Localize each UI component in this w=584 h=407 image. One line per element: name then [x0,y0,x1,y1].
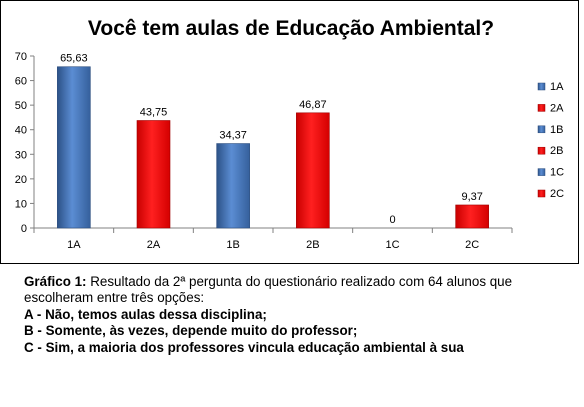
caption-option-c-letter: C - [24,339,46,355]
x-tick-label-1B: 1B [226,239,239,251]
legend-swatch-1C [537,168,546,176]
caption-option-a-text: Não, temos aulas dessa disciplina; [45,306,267,322]
legend-label-2C: 2C [550,188,564,200]
caption-text: Resultado da 2ª pergunta do questionário… [24,274,513,306]
bar-2C [455,204,489,229]
caption-option-a: A - Não, temos aulas dessa disciplina; [24,307,572,323]
caption-option-c-text: Sim, a maioria dos professores vincula e… [45,339,464,355]
caption-option-c: C - Sim, a maioria dos professores vincu… [24,340,572,356]
value-label-1C: 0 [389,214,395,226]
caption-option-b-letter: B - [24,323,46,339]
bar-1A [57,66,91,229]
legend-label-1A: 1A [550,81,564,93]
caption-option-b: B - Somente, às vezes, depende muito do … [24,323,572,339]
legend-label-1B: 1B [550,124,563,136]
legend-swatch-2C [537,189,546,198]
value-label-1A: 65,63 [60,53,88,65]
y-tick-label: 0 [21,223,27,235]
x-tick-label-1A: 1A [67,239,81,251]
chart-x-labels: 1A 2A 1B 2B 1C 2C [67,239,479,251]
y-tick-label: 40 [15,125,27,137]
chart-value-labels: 65,63 43,75 34,37 46,87 0 9,37 [60,53,483,226]
chart-bars [57,66,489,229]
caption-option-b-text: Somente, às vezes, depende muito do prof… [45,323,358,339]
bar-2A [136,120,171,229]
value-label-2A: 43,75 [140,107,168,119]
chart-title: Você tem aulas de Educação Ambiental? [88,17,494,40]
value-label-2C: 9,37 [461,191,482,203]
x-tick-label-2A: 2A [147,239,161,251]
y-tick-label: 70 [15,51,27,63]
legend-swatch-1B [537,125,546,134]
y-tick-label: 10 [15,198,27,210]
bar-2B [296,112,330,229]
value-label-2B: 46,87 [299,99,327,111]
legend-swatch-1A [537,82,546,91]
chart-frame: Você tem aulas de Educação Ambiental? 0 1… [0,0,579,264]
x-tick-label-2C: 2C [465,239,479,251]
x-tick-label-2B: 2B [306,239,319,251]
y-tick-label: 50 [15,100,27,112]
caption-option-a-letter: A - [24,306,46,322]
x-tick-label-1C: 1C [385,239,399,251]
value-label-1B: 34,37 [219,130,247,142]
caption-label: Gráfico 1: [24,274,87,289]
bar-1B [216,143,250,229]
chart-axes: 0 10 20 30 40 50 60 70 [15,51,513,235]
legend-label-2B: 2B [550,145,563,157]
caption-intro: Gráfico 1: Resultado da 2ª pergunta do q… [24,274,572,307]
legend-label-1C: 1C [550,167,564,179]
y-tick-label: 30 [15,149,27,161]
legend-swatch-2B [537,146,546,155]
y-tick-label: 60 [15,76,27,88]
chart-legend: 1A 2A 1B 2B 1C 2C [537,81,564,200]
bar-chart: Você tem aulas de Educação Ambiental? 0 1… [15,17,564,251]
legend-label-2A: 2A [550,102,564,114]
legend-swatch-2A [537,104,546,112]
chart-caption: Gráfico 1: Resultado da 2ª pergunta do q… [24,274,572,356]
y-tick-label: 20 [15,174,27,186]
